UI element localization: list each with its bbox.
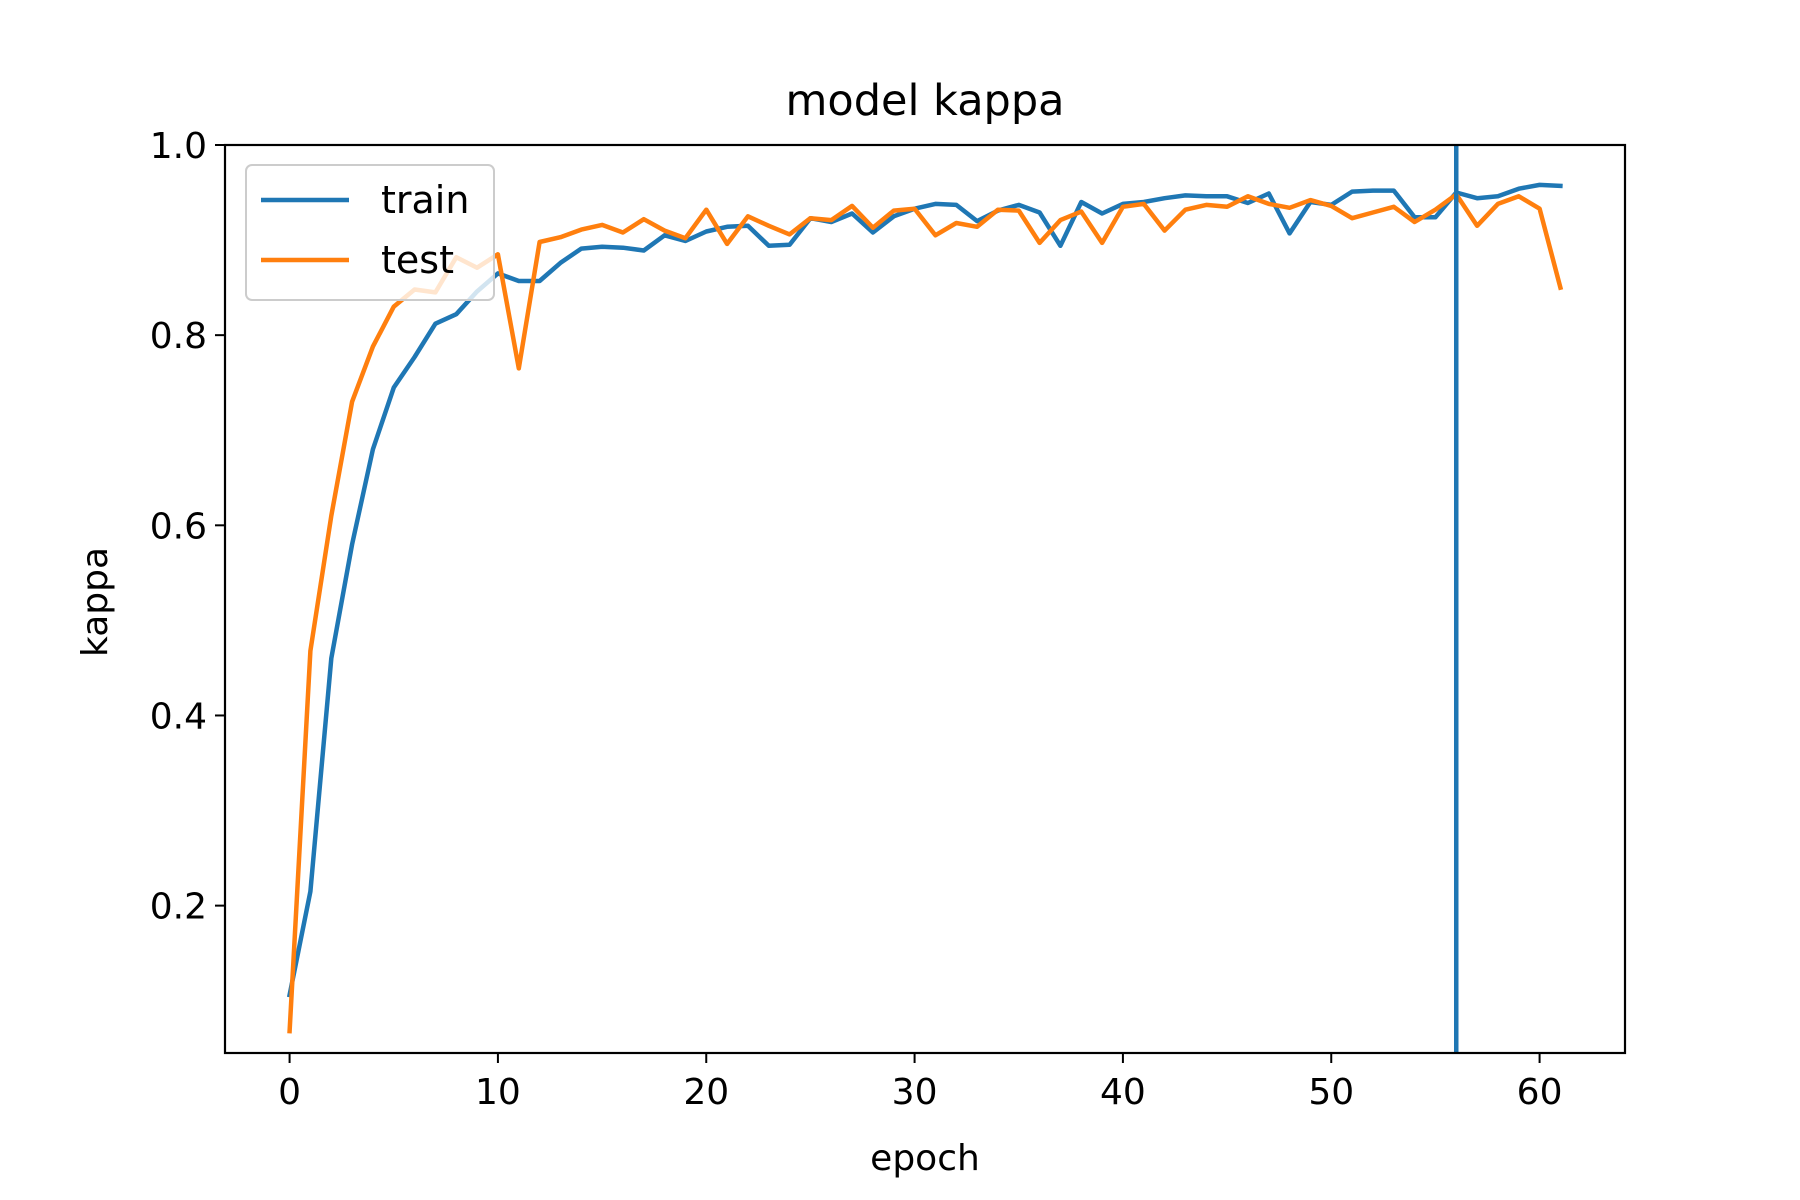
y-tick-label: 1.0 (150, 126, 207, 167)
legend-label-train: train (381, 178, 469, 222)
x-tick-label: 0 (278, 1072, 301, 1113)
legend-label-test: test (381, 238, 454, 282)
y-axis-label: kappa (75, 547, 116, 657)
y-axis: 0.2 0.4 0.6 0.8 1.0 (150, 126, 225, 928)
legend: train test (245, 164, 495, 301)
x-tick-label: 50 (1308, 1072, 1354, 1113)
x-tick-label: 30 (892, 1072, 938, 1113)
x-tick-label: 60 (1517, 1072, 1563, 1113)
y-tick-label: 0.8 (150, 316, 207, 357)
x-tick-label: 20 (683, 1072, 729, 1113)
y-tick-label: 0.2 (150, 887, 207, 928)
x-axis-label: epoch (870, 1138, 980, 1179)
y-tick-label: 0.6 (150, 506, 207, 547)
chart-title: model kappa (786, 76, 1065, 126)
y-tick-label: 0.4 (150, 696, 207, 737)
x-tick-label: 10 (475, 1072, 521, 1113)
x-axis: 0 10 20 30 40 50 60 (278, 1053, 1562, 1113)
plot-area (286, 145, 1564, 1053)
series-line-test (287, 192, 1564, 1034)
plot-frame (223, 143, 1627, 1055)
x-tick-label: 40 (1100, 1072, 1146, 1113)
